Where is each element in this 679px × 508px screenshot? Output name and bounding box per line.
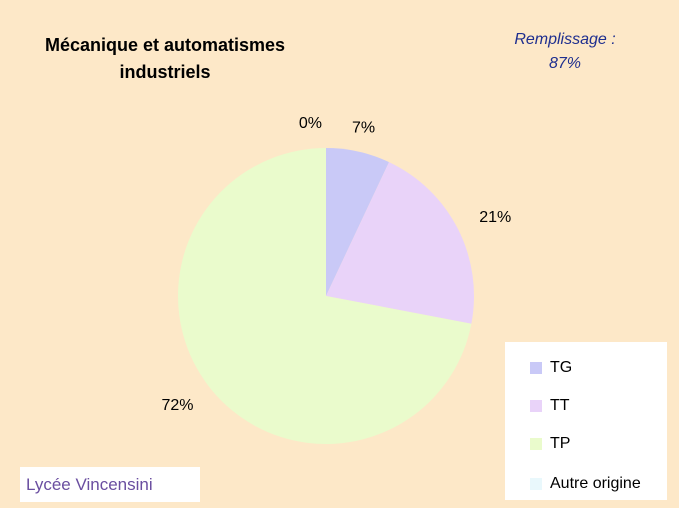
legend-swatch xyxy=(530,400,542,412)
data-label: 0% xyxy=(299,115,322,132)
data-label: 7% xyxy=(352,119,375,136)
annotation: Remplissage : 87% xyxy=(514,31,616,72)
data-label: 72% xyxy=(161,397,193,414)
legend-swatch xyxy=(530,438,542,450)
pie-slice xyxy=(326,162,474,324)
legend-label: TP xyxy=(550,435,570,452)
legend-swatch xyxy=(530,478,542,490)
footer: Lycée Vincensini xyxy=(20,467,200,502)
legend-swatch xyxy=(530,362,542,374)
legend-label: TT xyxy=(550,397,570,414)
pie-slice xyxy=(177,148,472,444)
chart-title: Mécanique et automatismes industriels xyxy=(44,35,286,82)
pie-slice xyxy=(326,148,390,296)
legend-label: Autre origine xyxy=(550,475,641,492)
legend-label: TG xyxy=(550,359,572,376)
data-label: 21% xyxy=(479,209,511,226)
